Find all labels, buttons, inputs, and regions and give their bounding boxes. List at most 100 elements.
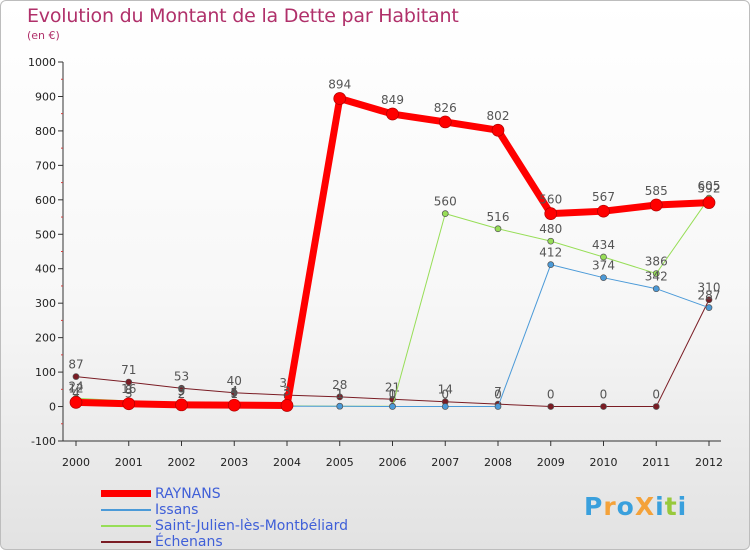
- logo-letter: o: [616, 492, 635, 521]
- data-label--chenans: 310: [698, 281, 721, 295]
- data-point-issans: [494, 403, 502, 410]
- data-point-raynans: [69, 396, 83, 409]
- data-label--chenans: 40: [227, 374, 242, 388]
- x-tick-label: 2010: [590, 456, 618, 469]
- x-tick-label: 2000: [62, 456, 90, 469]
- data-label-issans: 412: [539, 246, 562, 260]
- data-point-raynans: [702, 196, 716, 209]
- legend-item-issans[interactable]: Issans: [101, 501, 199, 518]
- data-label-issans: 0: [494, 388, 502, 402]
- x-tick-label: 2006: [379, 456, 407, 469]
- data-point--chenans: [600, 403, 607, 410]
- data-point-raynans: [227, 398, 241, 412]
- data-point--chenans: [652, 403, 660, 410]
- data-point-raynans: [597, 204, 610, 218]
- chart-title: Evolution du Montant de la Dette par Hab…: [27, 5, 459, 27]
- x-tick-label: 2009: [537, 456, 565, 469]
- data-point-raynans: [175, 398, 188, 412]
- y-tick-label: 700: [35, 159, 56, 172]
- data-label-raynans: 585: [645, 184, 668, 198]
- series-line-raynans: [72, 95, 713, 410]
- x-tick-label: 2012: [695, 456, 723, 469]
- data-label-saint-julien-l-s-montb-liard: 480: [539, 222, 562, 236]
- data-point-issans: [600, 274, 607, 282]
- data-point-raynans: [491, 123, 505, 137]
- data-label-issans: 2: [178, 387, 186, 401]
- x-tick-label: 2003: [220, 456, 248, 469]
- data-label-saint-julien-l-s-montb-liard: 386: [645, 255, 668, 269]
- data-point--chenans: [336, 393, 344, 401]
- data-point--chenans: [547, 403, 555, 410]
- data-label-raynans: 592: [698, 182, 721, 196]
- x-tick-label: 2011: [642, 456, 670, 469]
- legend-item-saint-julien[interactable]: Saint-Julien-lès-Montbéliard: [101, 517, 348, 534]
- data-label--chenans: 7: [494, 385, 502, 399]
- data-label-saint-julien-l-s-montb-liard: 605: [698, 179, 721, 193]
- logo-letter: r: [603, 492, 617, 521]
- legend-label: Échenans: [155, 533, 223, 550]
- data-label-raynans: 567: [592, 190, 615, 204]
- y-tick-label: 600: [35, 194, 56, 207]
- proxiti-logo: ProXiti: [584, 492, 687, 521]
- data-point--chenans: [705, 296, 713, 304]
- legend-item-echenans[interactable]: Échenans: [101, 534, 223, 549]
- data-point-saint-julien-l-s-montb-liard: [441, 210, 449, 217]
- data-point-issans: [336, 402, 344, 410]
- data-label-issans: 374: [592, 259, 615, 273]
- data-label-raynans: 560: [539, 193, 562, 207]
- data-label-saint-julien-l-s-montb-liard: 1: [336, 387, 344, 401]
- legend-swatch: [101, 540, 151, 543]
- data-point-issans: [389, 403, 396, 410]
- data-label-raynans: 894: [328, 78, 351, 92]
- legend-label: RAYNANS: [155, 485, 221, 502]
- data-label-raynans: 849: [381, 93, 404, 107]
- legend-label: Saint-Julien-lès-Montbéliard: [155, 517, 348, 534]
- y-tick-label: 300: [35, 297, 56, 310]
- data-point-saint-julien-l-s-montb-liard: [547, 237, 555, 245]
- data-label--chenans: 0: [547, 388, 555, 402]
- data-label-issans: 287: [698, 289, 721, 303]
- data-label-issans: 0: [441, 388, 449, 402]
- legend-label: Issans: [155, 501, 199, 518]
- data-label-raynans: 4: [230, 384, 238, 398]
- y-tick-label: -100: [31, 435, 56, 448]
- data-point-issans: [441, 403, 449, 410]
- data-point-saint-julien-l-s-montb-liard: [494, 225, 502, 233]
- data-label--chenans: 87: [68, 358, 83, 372]
- x-tick-label: 2007: [431, 456, 459, 469]
- data-label-issans: 1: [336, 387, 344, 401]
- data-label-issans: 342: [645, 270, 668, 284]
- data-point-raynans: [122, 397, 136, 411]
- data-label--chenans: 0: [600, 388, 608, 402]
- data-label-saint-julien-l-s-montb-liard: 434: [592, 238, 615, 252]
- logo-letter: X: [634, 492, 656, 521]
- data-label-saint-julien-l-s-montb-liard: 1: [389, 387, 397, 401]
- y-tick-label: 200: [35, 332, 56, 345]
- data-label--chenans: 0: [652, 388, 660, 402]
- data-point--chenans: [125, 378, 133, 386]
- series-line-saint-julien-l-s-montb-liard: [75, 197, 710, 407]
- data-label-raynans: 5: [178, 384, 186, 398]
- data-point-saint-julien-l-s-montb-liard: [600, 253, 607, 261]
- data-label-raynans: 8: [125, 383, 133, 397]
- x-tick-label: 2008: [484, 456, 512, 469]
- data-point-raynans: [649, 198, 663, 212]
- data-label-issans: 3: [125, 387, 133, 401]
- data-label-raynans: 802: [487, 109, 510, 123]
- unit-label: (en €): [27, 29, 60, 42]
- y-tick-label: 400: [35, 263, 56, 276]
- y-tick-label: 1000: [28, 56, 56, 69]
- data-label-issans: 0: [389, 388, 397, 402]
- data-point-raynans: [386, 107, 399, 121]
- data-label--chenans: 14: [438, 383, 453, 397]
- data-point-issans: [547, 261, 555, 268]
- data-label-issans: 1: [230, 387, 238, 401]
- data-point-raynans: [333, 92, 347, 105]
- data-label-saint-julien-l-s-montb-liard: 24: [68, 379, 83, 393]
- data-label-saint-julien-l-s-montb-liard: 5: [230, 386, 238, 400]
- legend-item-raynans[interactable]: RAYNANS: [101, 485, 221, 502]
- legend-swatch: [101, 524, 151, 527]
- x-tick-label: 2005: [326, 456, 354, 469]
- data-point-raynans: [544, 207, 558, 220]
